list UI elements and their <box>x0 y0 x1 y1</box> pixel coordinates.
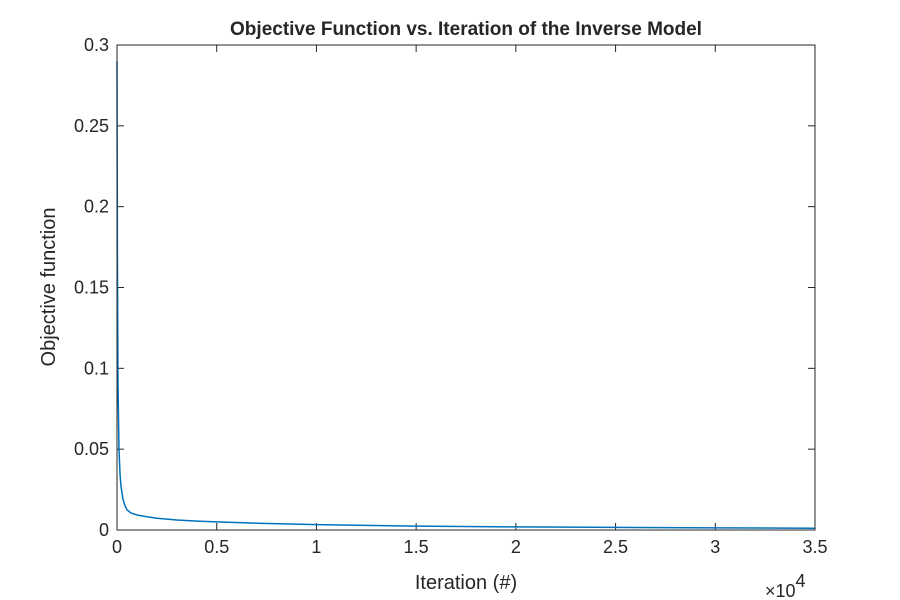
x-axis-label: Iteration (#) <box>415 572 517 594</box>
series-line <box>116 61 816 529</box>
x-tick-label: 2.5 <box>603 537 628 557</box>
x-exponent-base: ×10 <box>765 581 796 600</box>
x-tick-label: 1 <box>311 537 321 557</box>
x-tick-label: 3 <box>710 537 720 557</box>
x-tick-label: 2 <box>511 537 521 557</box>
x-exponent-label: ×104 <box>765 571 806 600</box>
x-tick-label: 0 <box>112 537 122 557</box>
x-tick-label: 1.5 <box>404 537 429 557</box>
x-exponent-power: 4 <box>796 571 806 591</box>
y-tick-label: 0 <box>99 520 109 540</box>
y-tick-label: 0.25 <box>74 116 109 136</box>
chart-title: Objective Function vs. Iteration of the … <box>230 19 702 40</box>
x-tick-labels: 0 0.5 1 1.5 2 2.5 3 3.5 <box>112 537 828 557</box>
x-tick-label: 3.5 <box>802 537 827 557</box>
y-tick-label: 0.15 <box>74 278 109 298</box>
y-tick-labels: 0 0.05 0.1 0.15 0.2 0.25 0.3 <box>74 35 109 540</box>
y-tick-label: 0.05 <box>74 439 109 459</box>
y-tick-label: 0.3 <box>84 35 109 55</box>
plot-area <box>117 45 815 530</box>
y-tick-label: 0.2 <box>84 197 109 217</box>
x-tick-label: 0.5 <box>204 537 229 557</box>
y-axis-label: Objective function <box>38 208 60 367</box>
axes-box <box>116 44 816 531</box>
series-group <box>116 61 816 529</box>
y-tick-label: 0.1 <box>84 358 109 378</box>
